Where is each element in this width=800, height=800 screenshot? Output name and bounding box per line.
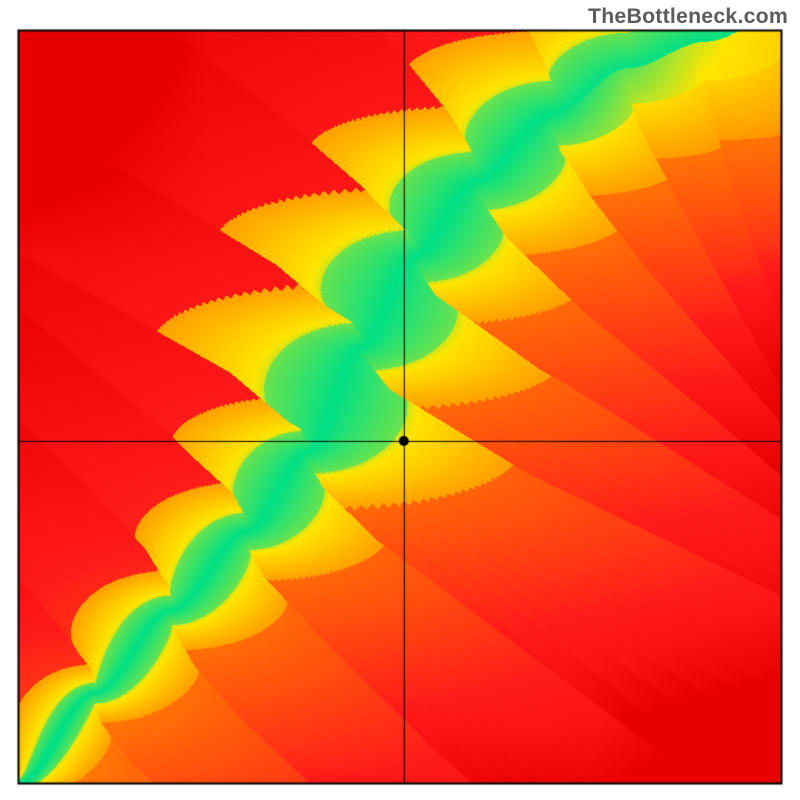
watermark-text: TheBottleneck.com [588,4,788,29]
chart-container: TheBottleneck.com [0,0,800,800]
bottleneck-heatmap-canvas [0,0,800,800]
